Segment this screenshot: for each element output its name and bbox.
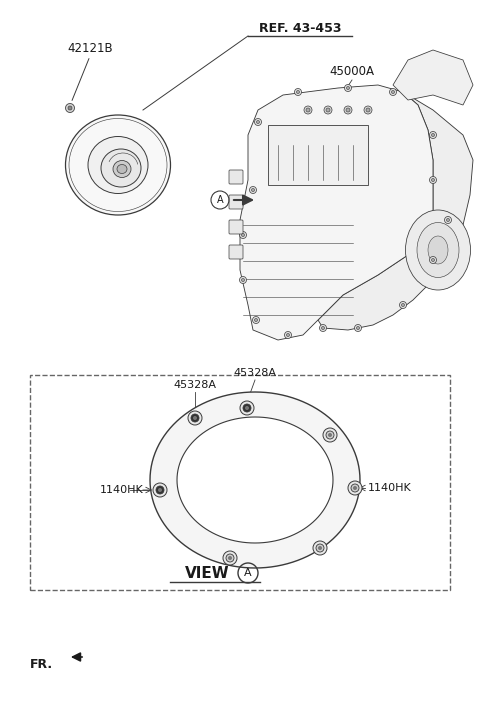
Circle shape [252, 316, 260, 323]
Circle shape [285, 332, 291, 339]
Circle shape [156, 486, 164, 494]
Circle shape [287, 333, 289, 337]
Circle shape [193, 416, 197, 420]
Circle shape [240, 276, 247, 283]
Text: 42121B: 42121B [67, 41, 113, 55]
Circle shape [401, 304, 405, 307]
Circle shape [446, 219, 449, 221]
Circle shape [68, 106, 72, 110]
Circle shape [250, 186, 256, 193]
Text: FR.: FR. [30, 659, 53, 671]
Text: VIEW: VIEW [185, 565, 230, 581]
Circle shape [254, 318, 257, 321]
Circle shape [430, 176, 436, 183]
Circle shape [318, 546, 322, 550]
Circle shape [188, 411, 202, 425]
Text: 1140HK: 1140HK [100, 485, 144, 495]
Circle shape [326, 431, 334, 439]
Circle shape [444, 217, 452, 224]
Ellipse shape [65, 115, 170, 215]
Circle shape [65, 103, 74, 112]
Ellipse shape [417, 223, 459, 278]
Circle shape [389, 89, 396, 96]
Circle shape [399, 302, 407, 309]
Circle shape [322, 326, 324, 330]
Polygon shape [177, 417, 333, 543]
Circle shape [432, 134, 434, 136]
Circle shape [328, 433, 332, 437]
Circle shape [351, 484, 359, 492]
Circle shape [153, 483, 167, 497]
Circle shape [254, 119, 262, 126]
FancyBboxPatch shape [229, 220, 243, 234]
FancyBboxPatch shape [229, 170, 243, 184]
Circle shape [241, 278, 244, 281]
Circle shape [347, 86, 349, 89]
FancyBboxPatch shape [229, 195, 243, 209]
Circle shape [313, 541, 327, 555]
Polygon shape [318, 92, 473, 330]
Circle shape [357, 326, 360, 330]
Ellipse shape [113, 160, 131, 177]
Circle shape [366, 108, 370, 112]
Circle shape [353, 486, 357, 490]
Text: 45328A: 45328A [173, 380, 216, 390]
Circle shape [240, 231, 247, 238]
Circle shape [191, 414, 199, 422]
Text: 45000A: 45000A [329, 65, 374, 78]
Text: A: A [216, 195, 223, 205]
Circle shape [252, 188, 254, 191]
Circle shape [295, 89, 301, 96]
Text: A: A [244, 568, 252, 578]
Circle shape [241, 233, 244, 236]
Circle shape [345, 84, 351, 91]
Circle shape [432, 259, 434, 262]
Ellipse shape [101, 149, 141, 187]
Circle shape [256, 120, 260, 124]
Circle shape [323, 428, 337, 442]
Ellipse shape [406, 210, 470, 290]
Circle shape [320, 325, 326, 332]
Circle shape [364, 106, 372, 114]
Ellipse shape [117, 165, 127, 174]
Circle shape [245, 406, 249, 410]
Circle shape [348, 481, 362, 495]
Polygon shape [150, 392, 360, 568]
Text: 45328A: 45328A [233, 368, 276, 378]
Circle shape [297, 91, 300, 93]
Text: REF. 43-453: REF. 43-453 [259, 22, 341, 34]
Circle shape [228, 556, 232, 560]
Circle shape [304, 106, 312, 114]
Circle shape [430, 131, 436, 138]
Circle shape [355, 325, 361, 332]
Circle shape [344, 106, 352, 114]
Text: 1140HK: 1140HK [368, 483, 412, 493]
FancyBboxPatch shape [268, 125, 368, 185]
Circle shape [346, 108, 350, 112]
Circle shape [240, 401, 254, 415]
Circle shape [316, 544, 324, 552]
Circle shape [243, 404, 251, 412]
FancyBboxPatch shape [229, 245, 243, 259]
Circle shape [223, 551, 237, 565]
Ellipse shape [88, 136, 148, 193]
Circle shape [432, 179, 434, 181]
Circle shape [430, 257, 436, 264]
Circle shape [226, 554, 234, 562]
Circle shape [158, 488, 162, 492]
Circle shape [326, 108, 330, 112]
Bar [30, 375, 450, 590]
Polygon shape [240, 85, 433, 340]
Circle shape [392, 91, 395, 93]
Ellipse shape [428, 236, 448, 264]
Polygon shape [393, 50, 473, 105]
Circle shape [324, 106, 332, 114]
Circle shape [306, 108, 310, 112]
